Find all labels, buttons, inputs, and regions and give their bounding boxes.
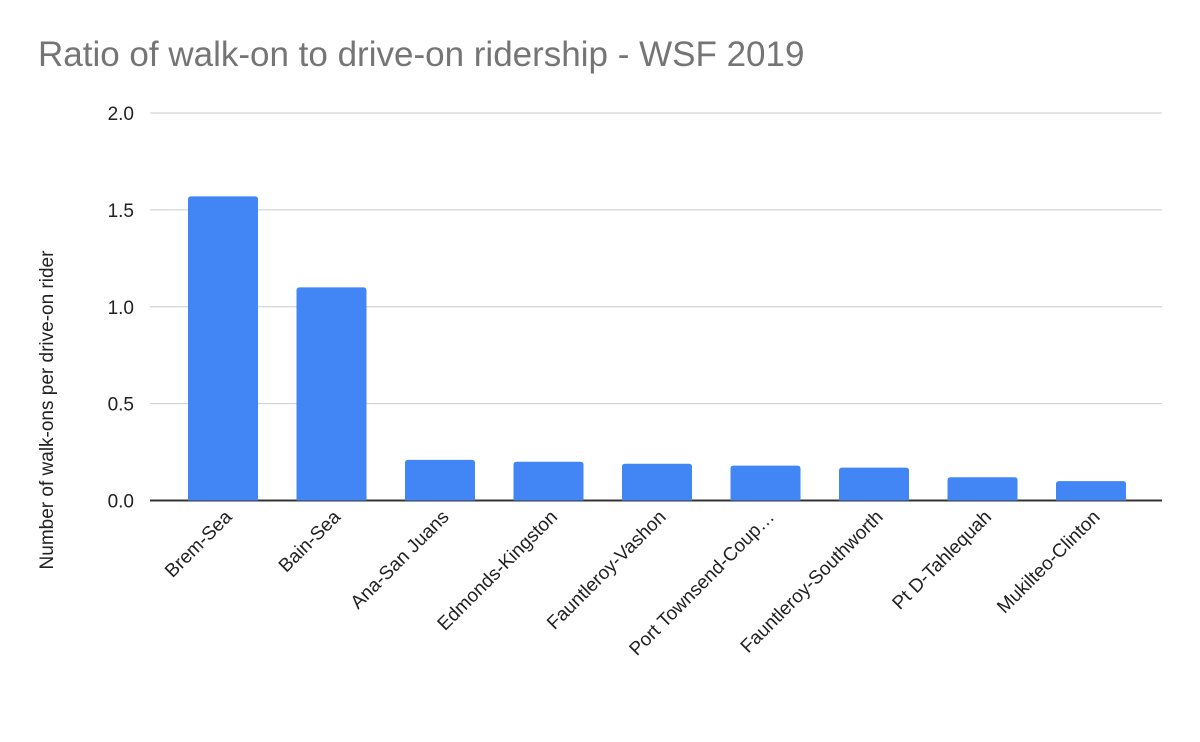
bar xyxy=(839,467,909,501)
y-tick-label: 0.0 xyxy=(108,492,134,513)
chart-title: Ratio of walk-on to drive-on ridership -… xyxy=(38,35,804,74)
x-tick-label: Bain-Sea xyxy=(275,506,345,576)
bar xyxy=(296,287,367,501)
bar xyxy=(513,461,584,501)
y-tick-label: 1.5 xyxy=(108,201,134,222)
y-axis-title: Number of walk-ons per drive-on rider xyxy=(37,250,58,570)
bar xyxy=(188,196,258,501)
bar xyxy=(947,477,1018,501)
y-tick-label: 2.0 xyxy=(108,104,134,125)
y-tick-label: 1.0 xyxy=(108,298,134,319)
x-tick-label: Edmonds-Kingston xyxy=(434,507,562,635)
x-tick-label: Pt D-Tahlequah xyxy=(889,507,996,614)
bar xyxy=(1056,481,1126,501)
bar xyxy=(730,465,801,501)
x-tick-label: Mukilteo-Clinton xyxy=(993,507,1104,618)
bar xyxy=(622,463,692,501)
bar xyxy=(405,459,475,501)
x-tick-label: Brem-Sea xyxy=(161,506,237,582)
y-tick-label: 0.5 xyxy=(108,395,134,416)
x-tick-label: Ana-San Juans xyxy=(347,507,454,614)
x-tick-label: Fauntleroy-Vashon xyxy=(543,507,670,634)
